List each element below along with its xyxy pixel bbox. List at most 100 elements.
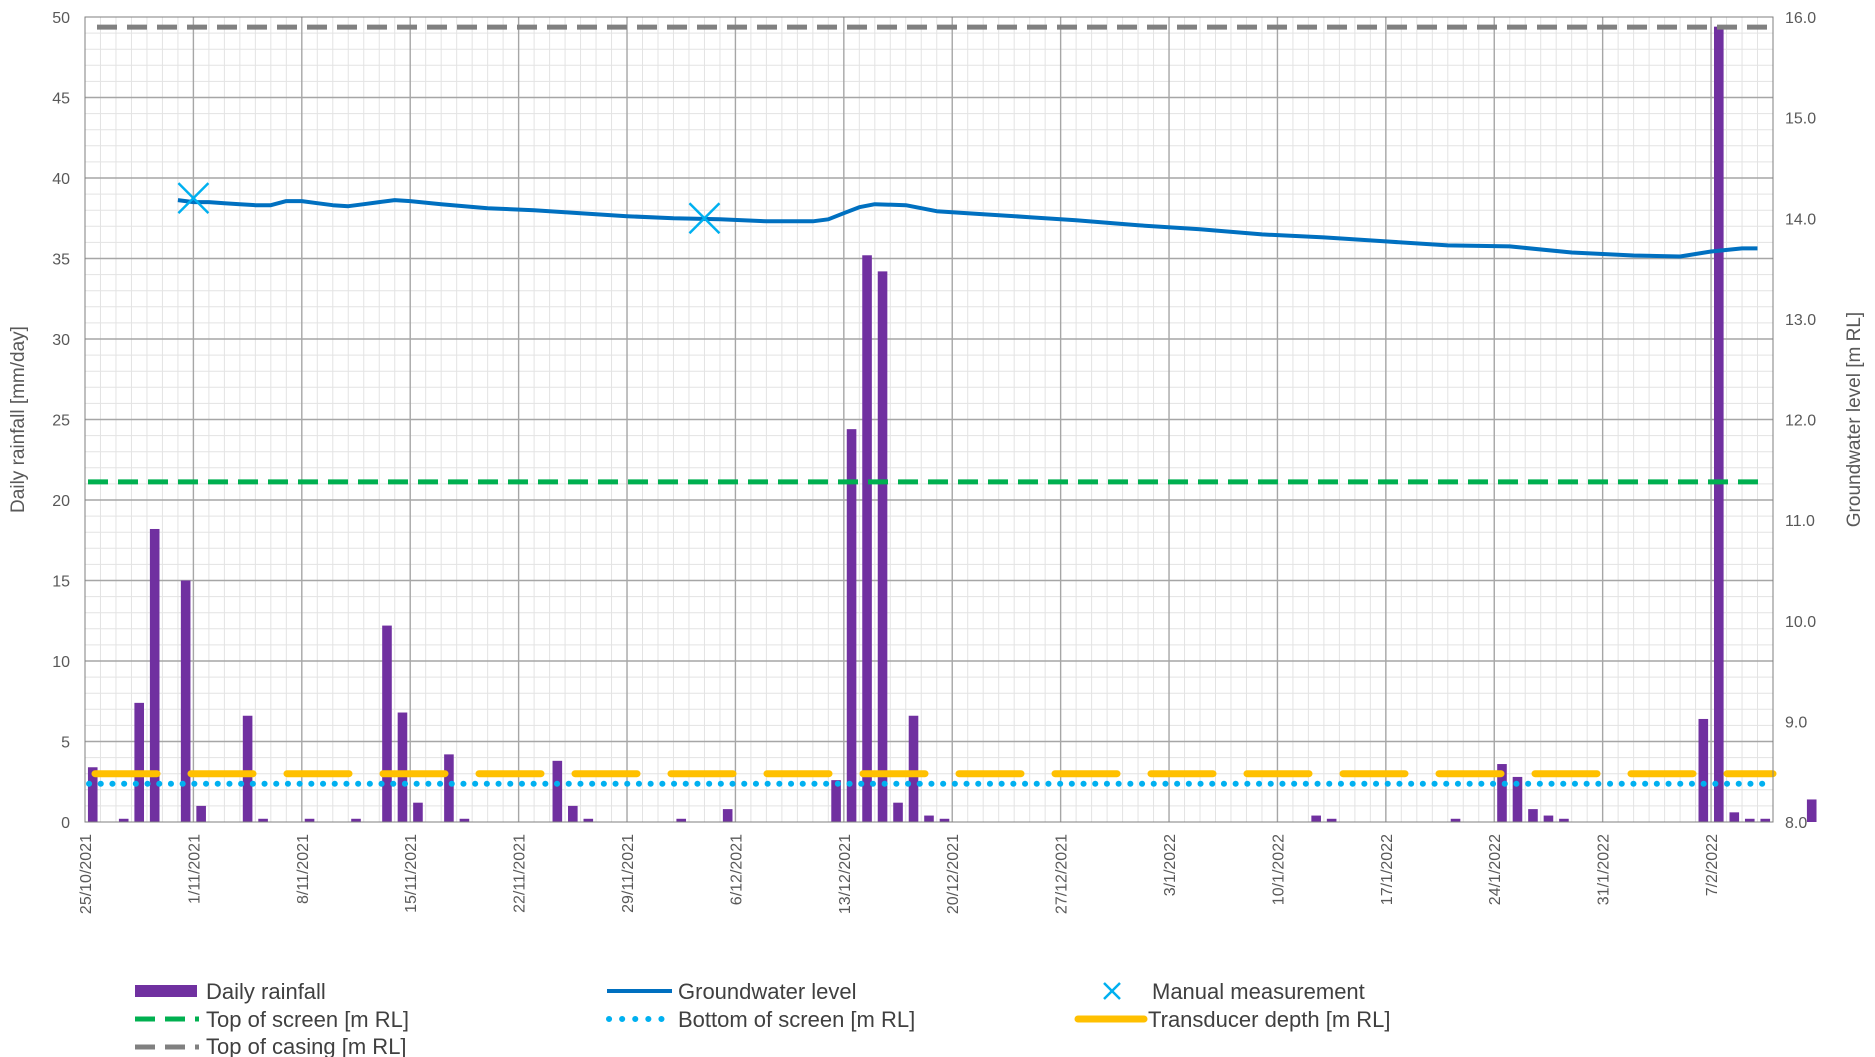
rainfall-bar xyxy=(1713,26,1724,823)
left-tick-label: 10 xyxy=(52,654,70,671)
x-tick-label: 22/11/2021 xyxy=(512,834,529,913)
left-tick-label: 45 xyxy=(52,91,70,108)
marker-stroke xyxy=(177,182,210,215)
left-tick-label: 5 xyxy=(61,735,70,752)
right-tick-label: 13.0 xyxy=(1785,312,1816,329)
left-tick-label: 0 xyxy=(61,815,70,832)
rainfall-bar xyxy=(351,818,361,822)
rainfall-bars xyxy=(87,26,1817,823)
x-tick-label: 13/12/2021 xyxy=(837,834,854,914)
x-tick-label: 7/2/2022 xyxy=(1704,834,1721,896)
x-tick-label: 17/1/2022 xyxy=(1379,834,1396,905)
groundwater-line xyxy=(177,198,1758,259)
rainfall-bar xyxy=(1450,818,1461,822)
left-tick-label: 30 xyxy=(52,332,70,349)
left-tick-label: 25 xyxy=(52,413,70,430)
rainfall-bar xyxy=(1806,799,1817,822)
x-tick-label: 8/11/2021 xyxy=(295,834,312,904)
left-axis-ticks: 0 5 10 15 20 25 30 35 40 45 50 xyxy=(52,10,70,832)
groundwater-line-group xyxy=(177,198,1758,259)
x-tick-label: 15/11/2021 xyxy=(403,834,420,913)
rainfall-bar xyxy=(1760,818,1771,822)
rainfall-bar xyxy=(552,760,563,822)
plot-frame xyxy=(84,16,1774,823)
right-tick-label: 12.0 xyxy=(1785,413,1816,430)
right-tick-label: 15.0 xyxy=(1785,111,1816,128)
rainfall-bar xyxy=(459,818,470,822)
rainfall-bar xyxy=(893,802,903,822)
rainfall-bar xyxy=(304,818,315,822)
rainfall-bar xyxy=(862,255,872,822)
manual-measurement-marker xyxy=(177,182,210,215)
rainfall-bar xyxy=(676,818,687,822)
rainfall-bar xyxy=(722,809,733,822)
right-tick-label: 11.0 xyxy=(1785,513,1815,530)
legend-label-bottom-screen: Bottom of screen [m RL] xyxy=(678,1007,915,1032)
x-tick-label: 29/11/2021 xyxy=(620,834,637,913)
left-tick-label: 35 xyxy=(52,252,70,269)
legend-label-transducer: Transducer depth [m RL] xyxy=(1148,1007,1391,1032)
rainfall-bar xyxy=(1311,815,1321,822)
rainfall-bar xyxy=(134,702,145,822)
right-tick-label: 10.0 xyxy=(1785,614,1816,631)
rainfall-bar xyxy=(258,818,268,822)
rainfall-bar xyxy=(939,818,950,822)
rainfall-bar xyxy=(877,271,888,822)
rainfall-bar xyxy=(831,780,841,822)
right-axis-label: Groundwater level [m RL] xyxy=(1844,312,1865,527)
marker-stroke xyxy=(688,202,721,235)
x-tick-label: 6/12/2021 xyxy=(728,834,745,905)
manual-measurement-marker xyxy=(688,202,721,235)
major-gridlines xyxy=(85,17,1773,822)
rainfall-bar xyxy=(118,818,129,822)
rainfall-bar xyxy=(1559,818,1569,822)
legend-label-rainfall: Daily rainfall xyxy=(206,979,326,1004)
rainfall-bar xyxy=(1543,815,1554,822)
left-tick-label: 50 xyxy=(52,10,70,27)
rainfall-bar xyxy=(413,802,423,822)
x-tick-label: 3/1/2022 xyxy=(1162,834,1179,896)
rainfall-bar xyxy=(444,754,454,822)
x-tick-label: 20/12/2021 xyxy=(945,834,962,914)
x-tick-label: 10/1/2022 xyxy=(1270,834,1287,905)
rainfall-bar xyxy=(1744,818,1755,822)
rainfall-bar xyxy=(1729,812,1740,822)
x-tick-label: 1/11/2021 xyxy=(186,834,203,904)
right-tick-label: 8.0 xyxy=(1785,815,1807,832)
rainfall-bar xyxy=(1528,809,1538,822)
left-tick-label: 40 xyxy=(52,171,70,188)
rainfall-bar xyxy=(1698,718,1709,822)
reference-lines xyxy=(86,24,1777,787)
rainfall-bar xyxy=(242,715,253,822)
legend-label-top-screen: Top of screen [m RL] xyxy=(206,1007,409,1032)
rainfall-bar xyxy=(180,580,191,822)
rainfall-bar xyxy=(924,815,934,822)
rainfall-bar xyxy=(568,805,578,822)
left-axis-label: Daily rainfall [mm/day] xyxy=(8,326,29,513)
manual-measurement-markers xyxy=(177,182,721,235)
legend: Daily rainfall Groundwater level Manual … xyxy=(135,979,1391,1057)
rainfall-bar xyxy=(846,429,857,822)
legend-swatch-rainfall xyxy=(135,985,197,997)
rainfall-bar xyxy=(1512,776,1523,822)
right-tick-label: 16.0 xyxy=(1785,10,1816,27)
legend-label-groundwater: Groundwater level xyxy=(678,979,857,1004)
legend-label-manual: Manual measurement xyxy=(1152,979,1365,1004)
rainfall-bar xyxy=(583,818,594,822)
rainfall-bar xyxy=(1326,818,1337,822)
x-tick-label: 31/1/2022 xyxy=(1596,834,1613,905)
right-tick-label: 14.0 xyxy=(1785,211,1816,228)
left-tick-label: 20 xyxy=(52,493,70,510)
rainfall-bar xyxy=(382,625,392,822)
rainfall-bar xyxy=(908,715,919,822)
left-tick-label: 15 xyxy=(52,574,70,591)
rainfall-bar xyxy=(196,805,206,822)
x-tick-label: 27/12/2021 xyxy=(1054,834,1071,914)
rainfall-bar xyxy=(1497,764,1507,822)
x-tick-label: 24/1/2022 xyxy=(1487,834,1504,905)
x-axis-ticks: 25/10/2021 1/11/2021 8/11/2021 15/11/2021 22… xyxy=(78,834,1721,914)
x-tick-label: 25/10/2021 xyxy=(78,834,95,914)
legend-swatch-manual xyxy=(1103,982,1121,1000)
rainfall-bar xyxy=(87,767,98,822)
